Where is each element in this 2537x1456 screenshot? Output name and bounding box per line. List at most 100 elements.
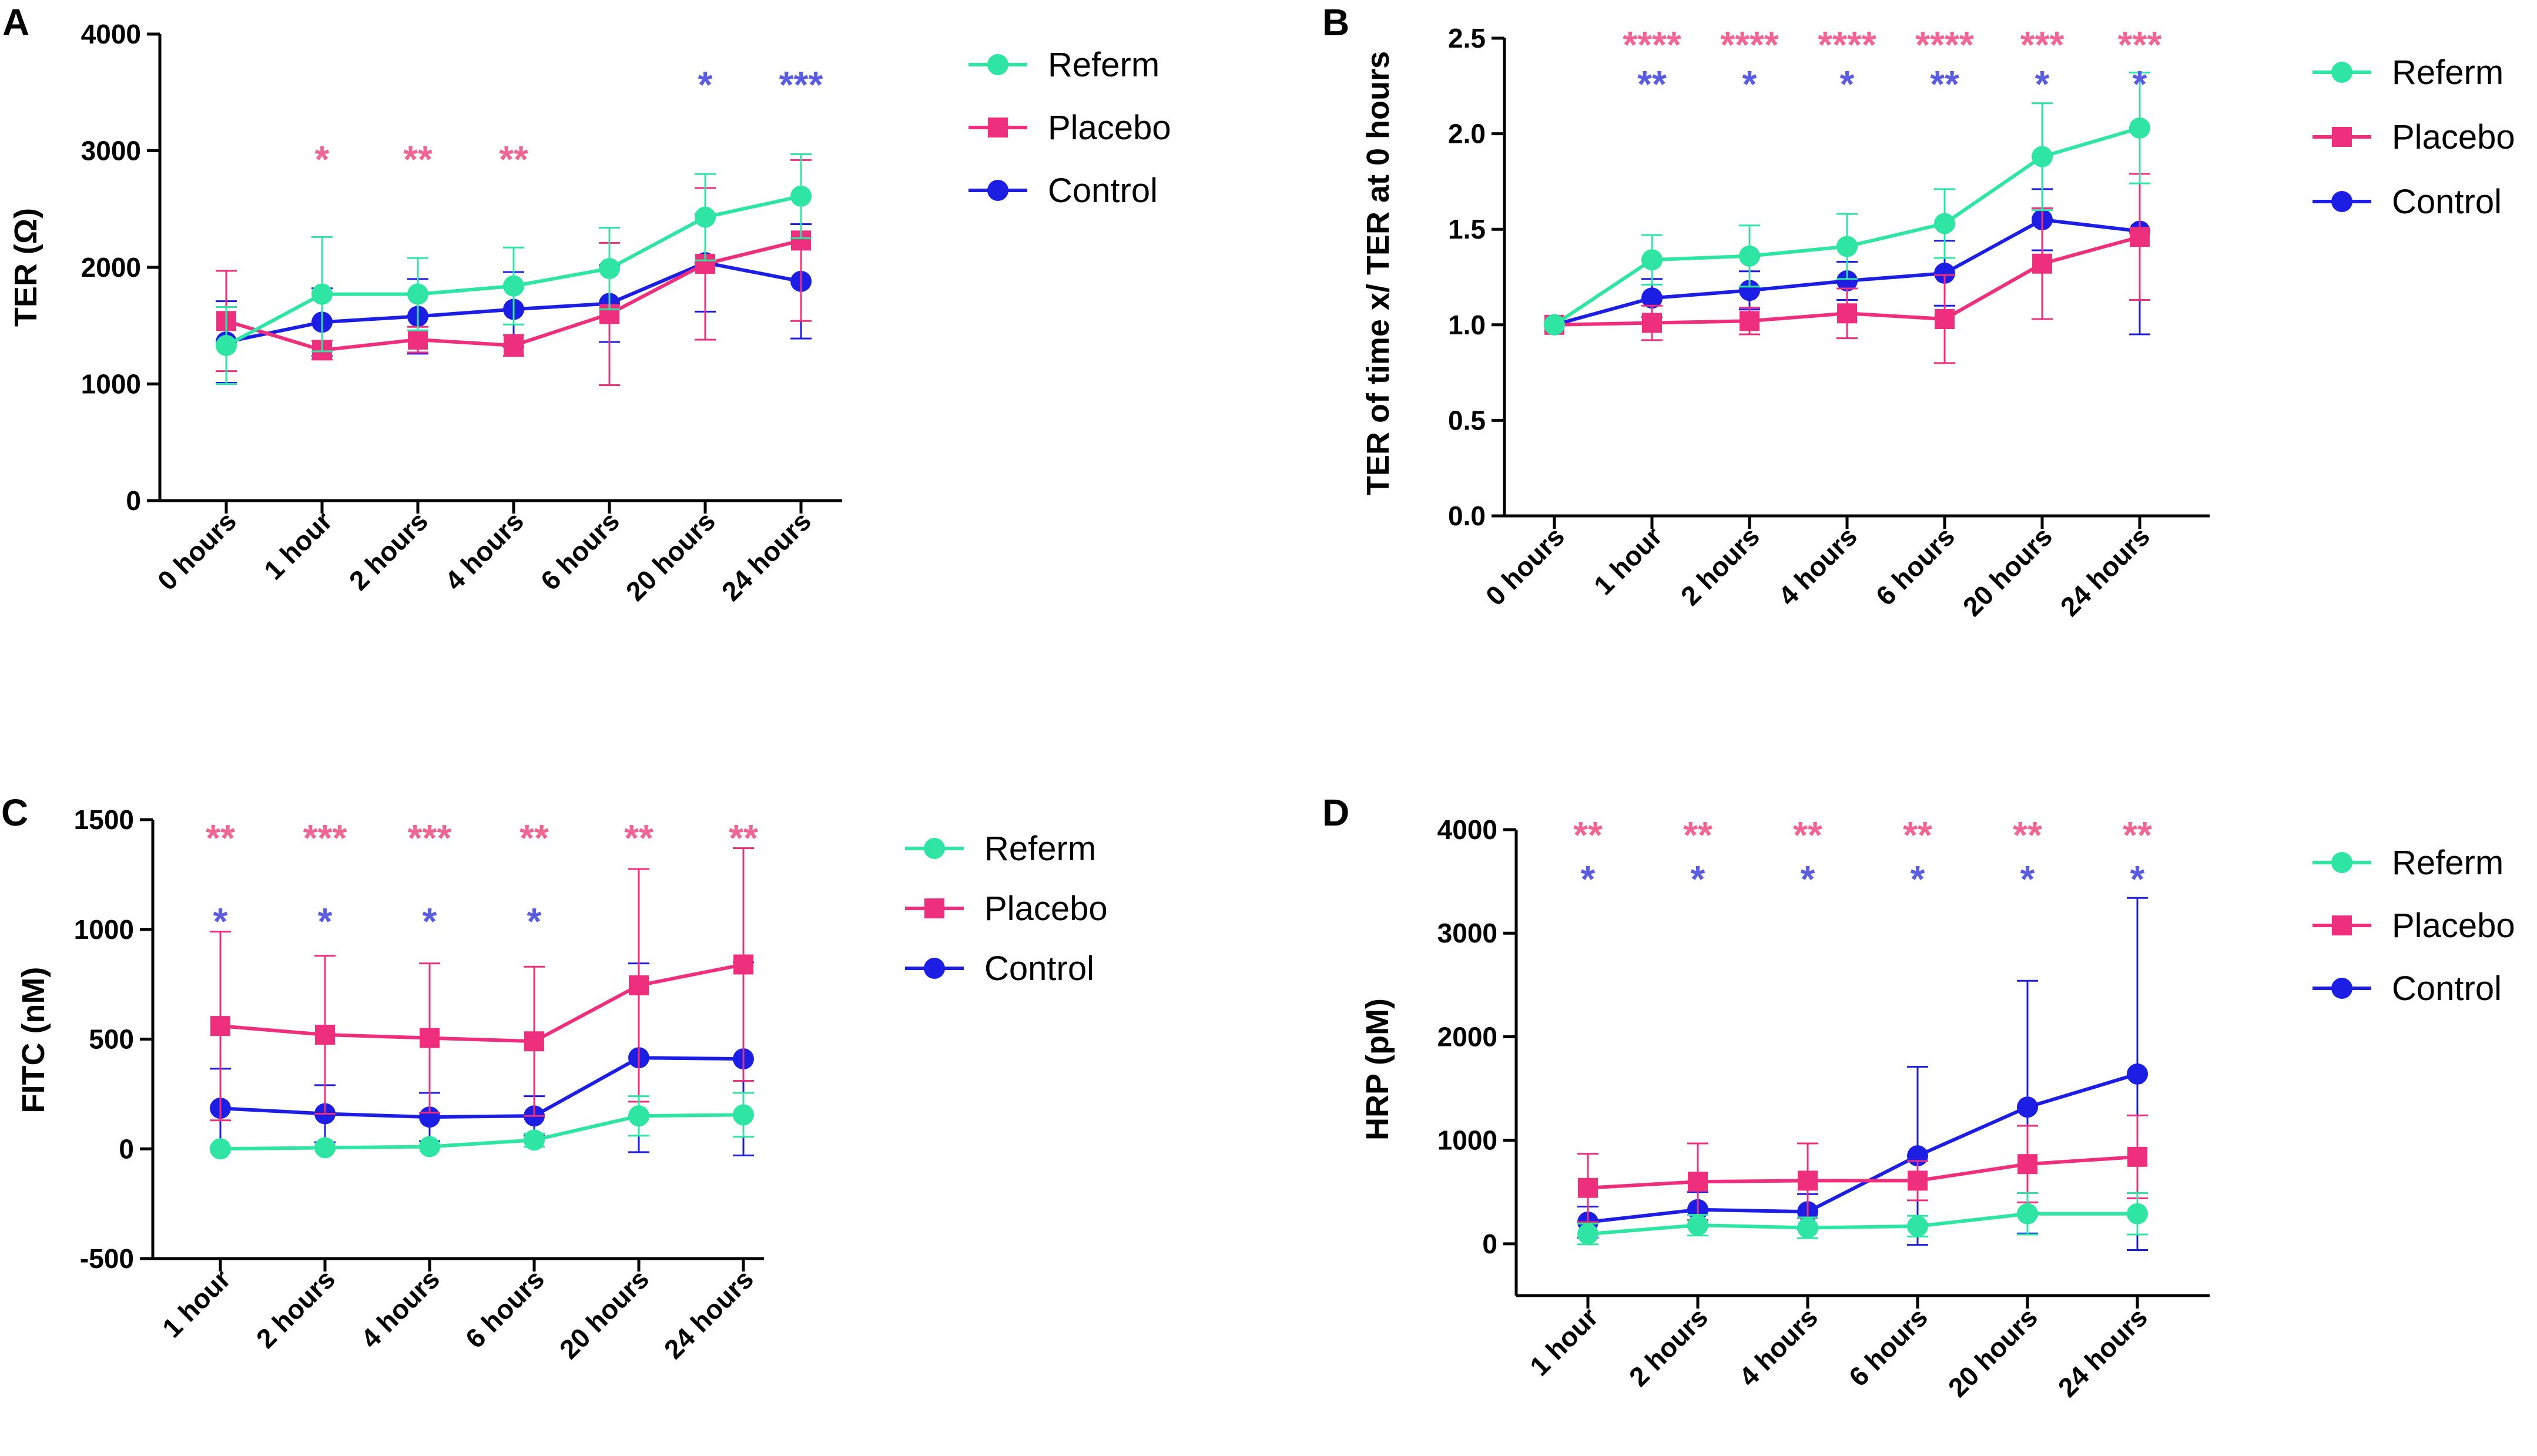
data-point bbox=[420, 1028, 440, 1048]
legend: Referm Placebo Control bbox=[2313, 53, 2515, 221]
panel-d: D 0 1000 2000 3000 4000 HRP (pM) 1 hour 2 hours 4… bbox=[1322, 791, 2515, 1403]
significance-top: **** bbox=[1720, 24, 1779, 66]
x-tick-label: 6 hours bbox=[1843, 1301, 1933, 1392]
significance-bottom: ** bbox=[1930, 63, 1959, 105]
significance-bottom: * bbox=[2020, 858, 2035, 900]
x-tick-label: 6 hours bbox=[535, 505, 625, 596]
x-tick-label: 2 hours bbox=[343, 505, 434, 596]
data-point bbox=[1740, 311, 1760, 331]
data-point bbox=[1642, 313, 1662, 333]
data-point bbox=[628, 1105, 649, 1127]
legend: Referm Placebo Control bbox=[2313, 844, 2515, 1008]
significance-bottom: * bbox=[213, 900, 228, 942]
significance-bottom: * bbox=[2130, 858, 2145, 900]
panel-b: B 0.0 0.5 1.0 1.5 2.0 2.5 TER of time x/ TER at… bbox=[1322, 1, 2515, 622]
data-point bbox=[629, 975, 649, 995]
significance-top: **** bbox=[1623, 24, 1681, 66]
legend-label: Referm bbox=[984, 830, 1096, 868]
series-referm bbox=[216, 153, 812, 385]
data-point bbox=[2017, 1154, 2037, 1175]
y-tick-label: 1000 bbox=[81, 369, 141, 400]
legend-label: Referm bbox=[2392, 53, 2504, 92]
significance-bottom: * bbox=[318, 900, 333, 942]
data-point bbox=[1544, 314, 1565, 336]
y-axis-title: HRP (pM) bbox=[1360, 998, 1395, 1140]
legend-label: Referm bbox=[2392, 844, 2504, 882]
significance-bottom: ** bbox=[1637, 63, 1667, 105]
significance-top: ** bbox=[206, 817, 235, 859]
data-point bbox=[210, 1138, 231, 1160]
x-tick-label: 1 hour bbox=[258, 505, 338, 585]
significance-bottom: * bbox=[423, 900, 437, 942]
y-tick-label: 1000 bbox=[74, 914, 134, 945]
significance-top: ** bbox=[2013, 814, 2042, 856]
significance-bottom: * bbox=[1911, 858, 1925, 900]
data-point bbox=[790, 185, 812, 207]
data-point bbox=[315, 1025, 335, 1045]
series-referm bbox=[210, 1092, 754, 1160]
y-tick-label: 500 bbox=[89, 1024, 134, 1055]
legend-label: Placebo bbox=[1048, 109, 1171, 147]
significance-top: * bbox=[315, 138, 330, 180]
significance-top: ** bbox=[1683, 814, 1712, 856]
x-tick-label: 1 hour bbox=[156, 1263, 236, 1343]
x-tick-label: 20 hours bbox=[1942, 1301, 2043, 1403]
significance-bottom: * bbox=[527, 900, 542, 942]
series-control bbox=[210, 961, 754, 1156]
significance-top: *** bbox=[408, 817, 452, 859]
data-point bbox=[2017, 1203, 2038, 1224]
legend-label: Referm bbox=[1048, 46, 1159, 84]
data-point bbox=[1577, 1223, 1598, 1245]
data-point bbox=[1797, 1217, 1818, 1239]
legend-marker bbox=[987, 54, 1008, 75]
significance-top: *** bbox=[2118, 24, 2162, 66]
legend: Referm Placebo Control bbox=[905, 830, 1108, 988]
series-placebo bbox=[1577, 1114, 2148, 1223]
significance-top: ** bbox=[1573, 814, 1603, 856]
x-tick-label: 24 hours bbox=[716, 505, 817, 606]
x-tick-label: 24 hours bbox=[2052, 1301, 2153, 1403]
data-point bbox=[408, 330, 428, 350]
y-tick-label: 4000 bbox=[81, 19, 141, 49]
y-tick-label: 1000 bbox=[1437, 1125, 1497, 1156]
significance-top: ** bbox=[403, 138, 433, 180]
significance-top: *** bbox=[2020, 24, 2065, 66]
series-referm bbox=[1544, 72, 2150, 336]
legend-label: Placebo bbox=[2392, 118, 2515, 156]
data-point bbox=[419, 1136, 440, 1158]
panel-a: A 0 1000 2000 3000 4000 TER (Ω) 0 hours 1 hour 2 … bbox=[2, 1, 1171, 607]
series-line bbox=[220, 1113, 744, 1151]
significance-top: ** bbox=[2123, 814, 2152, 856]
y-tick-label: 2000 bbox=[81, 252, 141, 283]
legend-label: Control bbox=[984, 950, 1094, 988]
legend-marker bbox=[2332, 915, 2352, 935]
data-point bbox=[1836, 270, 1858, 292]
legend-marker bbox=[2331, 852, 2352, 873]
data-point bbox=[1739, 245, 1760, 267]
x-tick-label: 0 hours bbox=[1480, 521, 1570, 611]
y-tick-label: 2.5 bbox=[1448, 23, 1486, 53]
significance-top: ** bbox=[1793, 814, 1822, 856]
series-line bbox=[1587, 1155, 2138, 1190]
x-tick-label: 4 hours bbox=[439, 505, 529, 596]
significance-top: ** bbox=[624, 817, 653, 859]
data-point bbox=[503, 275, 524, 297]
data-point bbox=[599, 257, 620, 279]
significance-bottom: * bbox=[1742, 63, 1757, 105]
legend-marker bbox=[988, 118, 1008, 137]
legend-marker bbox=[2331, 62, 2352, 83]
legend: Referm Placebo Control bbox=[968, 46, 1171, 210]
panel-letter: A bbox=[2, 1, 29, 43]
significance-bottom: * bbox=[1691, 858, 1705, 900]
legend-label: Control bbox=[1048, 172, 1158, 210]
y-tick-label: 4000 bbox=[1437, 814, 1497, 845]
y-tick-label: 1500 bbox=[74, 804, 134, 835]
data-point bbox=[1908, 1170, 1928, 1191]
x-tick-label: 20 hours bbox=[554, 1263, 655, 1364]
data-point bbox=[2130, 227, 2150, 247]
data-point bbox=[216, 334, 237, 356]
significance-bottom: * bbox=[1581, 858, 1596, 900]
data-point bbox=[1836, 236, 1858, 257]
legend-marker bbox=[924, 898, 944, 918]
data-point bbox=[1935, 309, 1955, 330]
